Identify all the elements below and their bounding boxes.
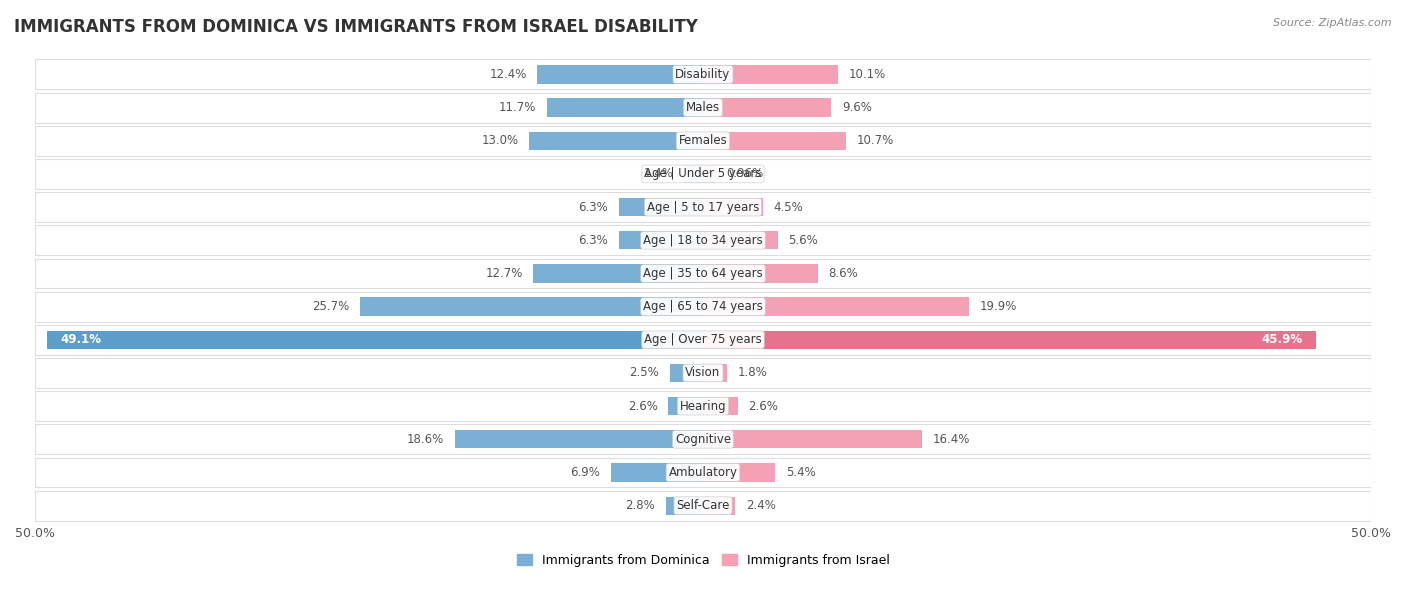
Text: 8.6%: 8.6% [828, 267, 858, 280]
Text: 0.96%: 0.96% [727, 168, 763, 181]
Text: 6.3%: 6.3% [578, 234, 609, 247]
Bar [35, 225, 1371, 255]
Text: 5.6%: 5.6% [789, 234, 818, 247]
Bar [35, 292, 1371, 321]
Text: 12.7%: 12.7% [485, 267, 523, 280]
Text: IMMIGRANTS FROM DOMINICA VS IMMIGRANTS FROM ISRAEL DISABILITY: IMMIGRANTS FROM DOMINICA VS IMMIGRANTS F… [14, 18, 697, 36]
Text: 2.8%: 2.8% [626, 499, 655, 512]
Bar [35, 458, 1371, 487]
Bar [685, 165, 703, 183]
Bar [703, 330, 1316, 349]
Text: 10.7%: 10.7% [856, 134, 894, 147]
Bar [703, 463, 775, 482]
Text: Age | 35 to 64 years: Age | 35 to 64 years [643, 267, 763, 280]
Text: Age | 65 to 74 years: Age | 65 to 74 years [643, 300, 763, 313]
Text: 12.4%: 12.4% [489, 68, 527, 81]
Text: Hearing: Hearing [679, 400, 727, 412]
Text: 6.9%: 6.9% [571, 466, 600, 479]
Text: 18.6%: 18.6% [406, 433, 444, 446]
Bar [703, 496, 735, 515]
Bar [703, 430, 922, 449]
Text: Ambulatory: Ambulatory [668, 466, 738, 479]
Bar [610, 463, 703, 482]
Text: Vision: Vision [685, 367, 721, 379]
Text: Cognitive: Cognitive [675, 433, 731, 446]
Text: 9.6%: 9.6% [842, 101, 872, 114]
Bar [529, 132, 703, 150]
Bar [35, 391, 1371, 421]
Text: Females: Females [679, 134, 727, 147]
Text: Age | 5 to 17 years: Age | 5 to 17 years [647, 201, 759, 214]
Bar [35, 491, 1371, 521]
Bar [35, 192, 1371, 222]
Bar [35, 358, 1371, 388]
Bar [454, 430, 703, 449]
Text: 25.7%: 25.7% [312, 300, 349, 313]
Bar [703, 264, 818, 283]
Text: Males: Males [686, 101, 720, 114]
Text: Age | 18 to 34 years: Age | 18 to 34 years [643, 234, 763, 247]
Bar [35, 59, 1371, 89]
Bar [703, 99, 831, 117]
Bar [360, 297, 703, 316]
Bar [703, 65, 838, 84]
Text: 2.6%: 2.6% [627, 400, 658, 412]
Bar [46, 330, 703, 349]
Text: 11.7%: 11.7% [499, 101, 536, 114]
Legend: Immigrants from Dominica, Immigrants from Israel: Immigrants from Dominica, Immigrants fro… [512, 549, 894, 572]
Bar [35, 424, 1371, 454]
Text: 1.8%: 1.8% [738, 367, 768, 379]
Text: 10.1%: 10.1% [849, 68, 886, 81]
Text: 45.9%: 45.9% [1261, 334, 1303, 346]
Bar [665, 496, 703, 515]
Bar [703, 297, 969, 316]
Bar [703, 165, 716, 183]
Text: 1.4%: 1.4% [644, 168, 673, 181]
Bar [35, 258, 1371, 288]
Text: 49.1%: 49.1% [60, 334, 101, 346]
Text: Disability: Disability [675, 68, 731, 81]
Text: 2.6%: 2.6% [748, 400, 779, 412]
Bar [703, 132, 846, 150]
Text: 13.0%: 13.0% [481, 134, 519, 147]
Text: Source: ZipAtlas.com: Source: ZipAtlas.com [1274, 18, 1392, 28]
Text: 6.3%: 6.3% [578, 201, 609, 214]
Text: Age | Under 5 years: Age | Under 5 years [644, 168, 762, 181]
Text: 2.4%: 2.4% [745, 499, 776, 512]
Bar [669, 364, 703, 382]
Bar [703, 364, 727, 382]
Text: 16.4%: 16.4% [932, 433, 970, 446]
Text: Self-Care: Self-Care [676, 499, 730, 512]
Bar [619, 198, 703, 216]
Bar [35, 325, 1371, 355]
Bar [619, 231, 703, 250]
Text: Age | Over 75 years: Age | Over 75 years [644, 334, 762, 346]
Bar [35, 159, 1371, 189]
Bar [668, 397, 703, 416]
Bar [547, 99, 703, 117]
Bar [533, 264, 703, 283]
Text: 2.5%: 2.5% [628, 367, 659, 379]
Bar [703, 397, 738, 416]
Text: 5.4%: 5.4% [786, 466, 815, 479]
Text: 4.5%: 4.5% [773, 201, 804, 214]
Text: 19.9%: 19.9% [980, 300, 1017, 313]
Bar [703, 231, 778, 250]
Bar [35, 92, 1371, 122]
Bar [537, 65, 703, 84]
Bar [703, 198, 763, 216]
Bar [35, 126, 1371, 155]
